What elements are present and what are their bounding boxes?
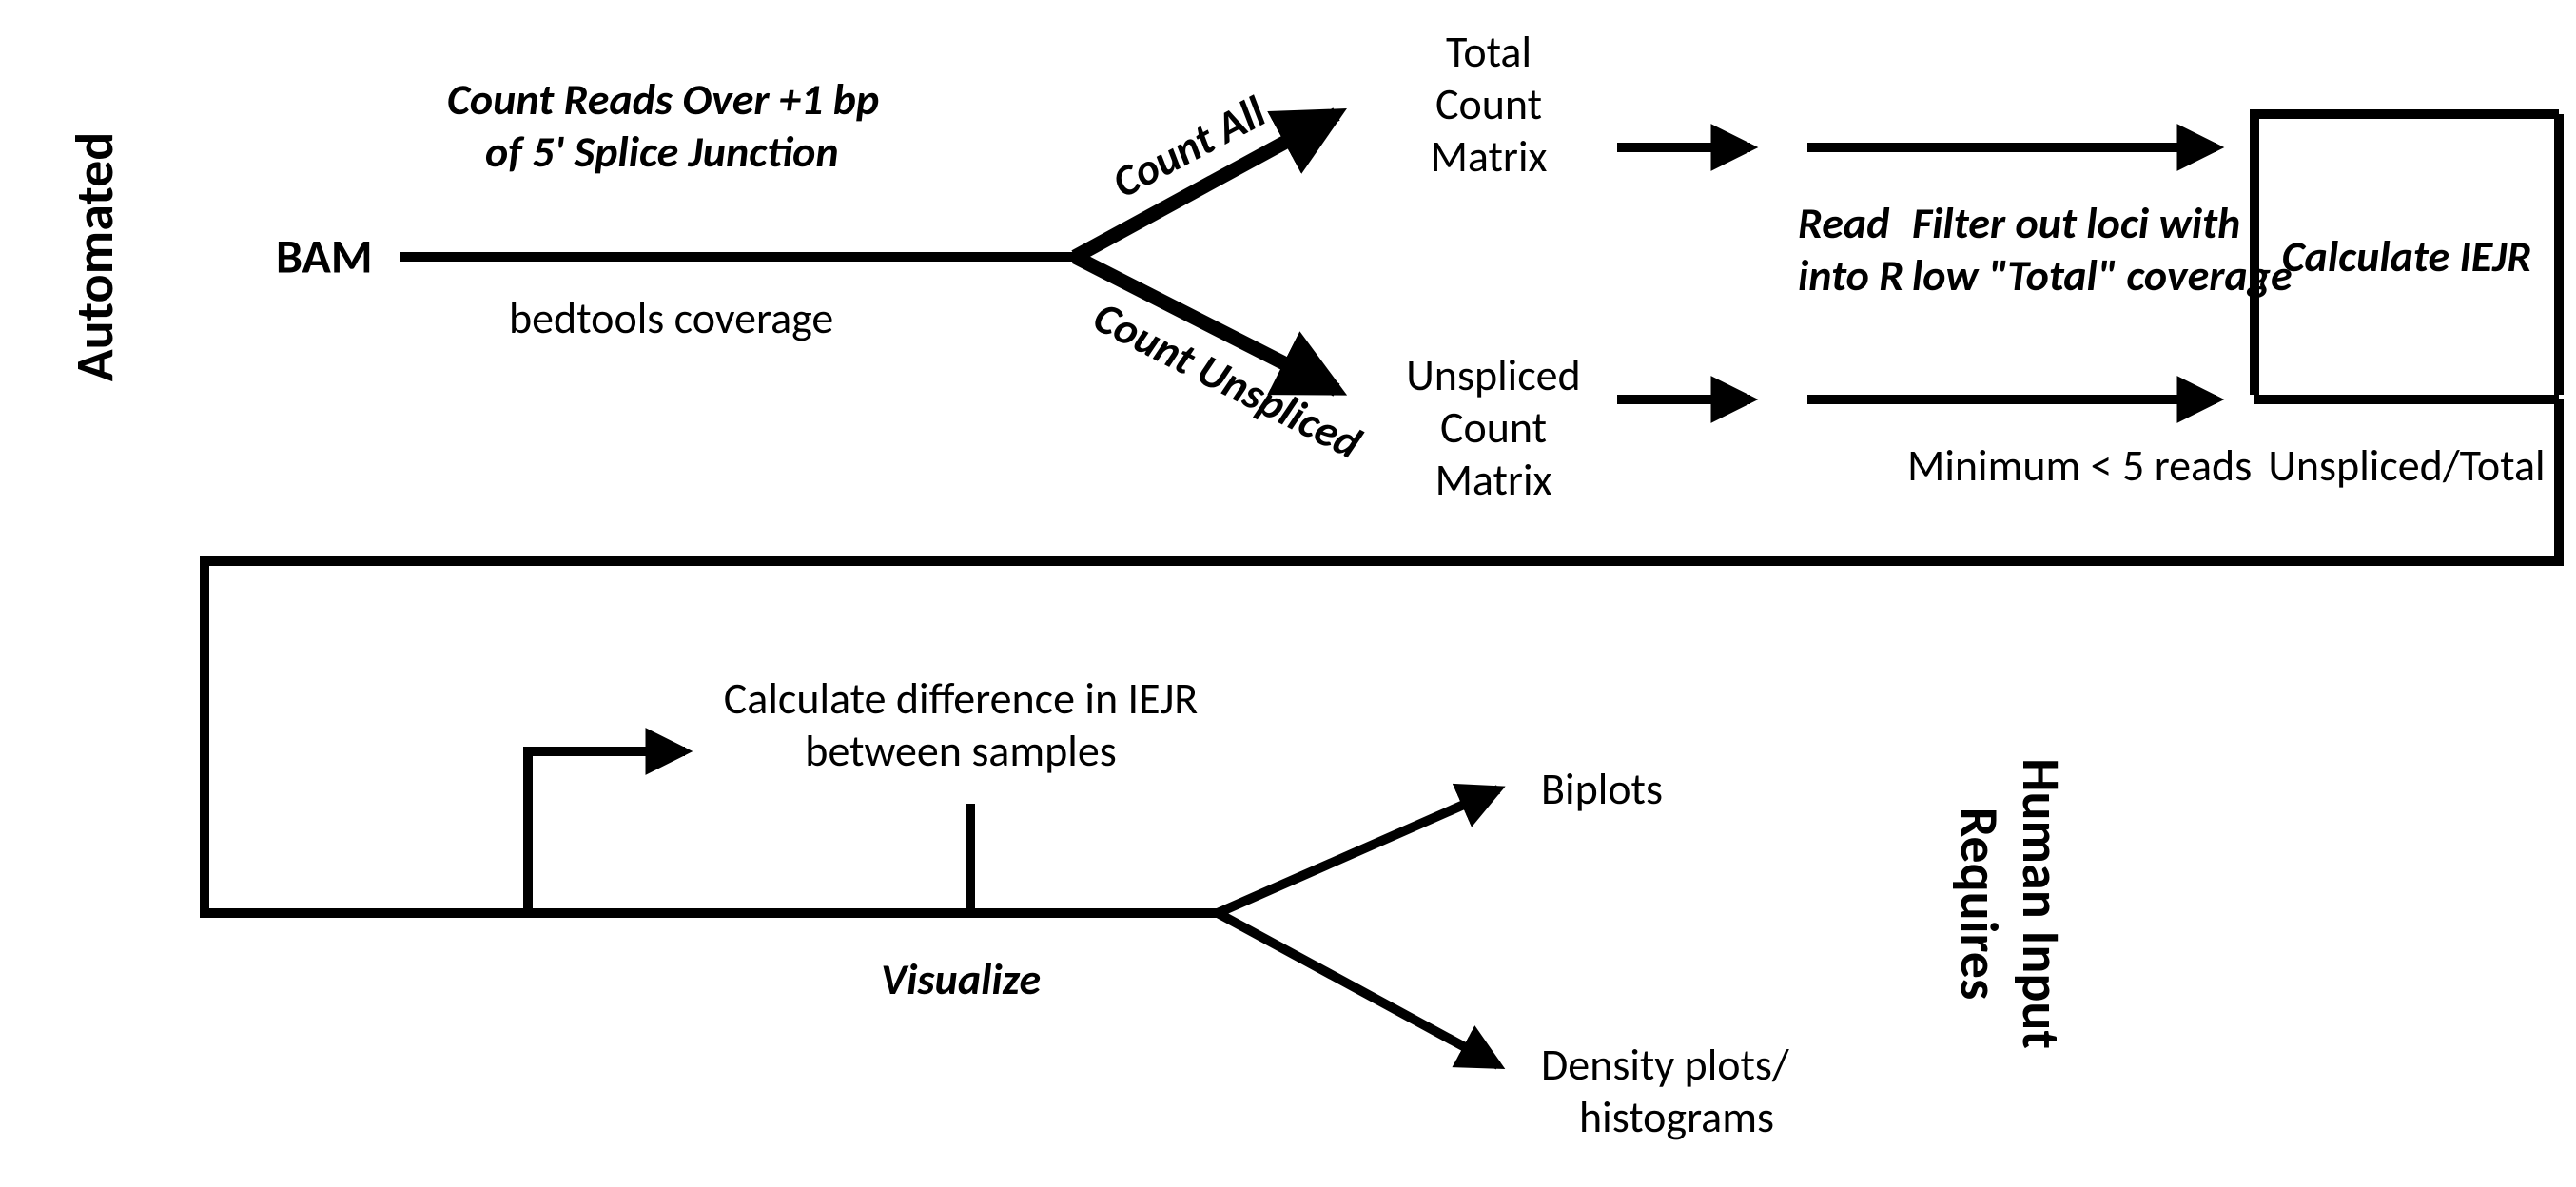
unspliced-count-l2: Count [1440,401,1547,455]
section-label-automated: Automated [63,132,127,382]
count-reads-line2: of 5' Splice Junction [485,126,839,179]
section-label-human-input: Human Input [2008,758,2073,1049]
calc-diff-l1: Calculate difference in IEJR [724,672,1198,726]
visualize-label: Visualize [881,953,1041,1006]
read-into-r-l1: Read [1798,197,1890,250]
bedtools-label: bedtools coverage [509,292,833,345]
density-l2: histograms [1579,1091,1774,1144]
filter-l1: Filter out loci with [1912,197,2240,250]
section-label-requires: Requires [1946,808,2011,1001]
biplots-label: Biplots [1541,763,1663,816]
unspliced-count-l1: Unspliced [1406,349,1580,402]
filter-l2: low "Total" coverage [1912,249,2293,302]
unspliced-total-label: Unspliced/Total [2268,439,2545,493]
density-l1: Density plots/ [1541,1039,1789,1092]
total-count-l1: Total [1446,26,1532,79]
bam-label: BAM [276,228,373,286]
read-into-r-l2: into R [1798,249,1903,302]
calc-iejr-label: Calculate IEJR [2282,230,2532,283]
minimum-label: Minimum < 5 reads [1907,439,2252,493]
unspliced-count-l3: Matrix [1435,454,1552,507]
total-count-l3: Matrix [1431,130,1548,184]
total-count-l2: Count [1435,78,1542,131]
calc-diff-l2: between samples [805,725,1116,778]
count-reads-line1: Count Reads Over +1 bp [447,73,879,126]
